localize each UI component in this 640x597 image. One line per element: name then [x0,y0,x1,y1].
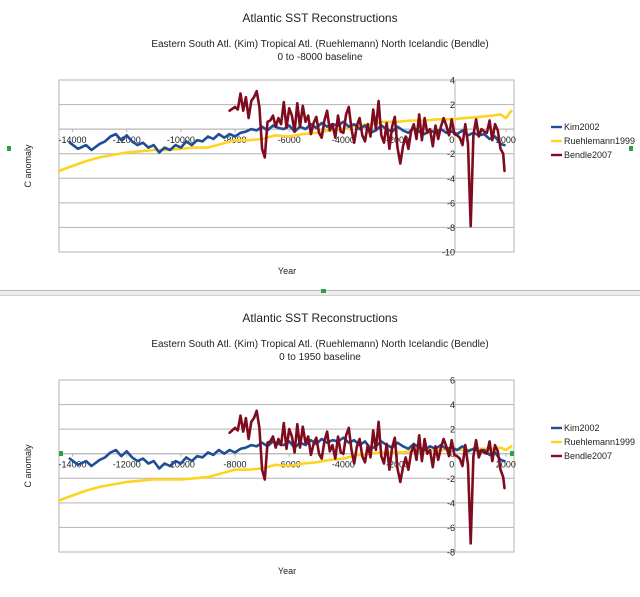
y-tick-label: 4 [450,76,455,86]
x-tick-label: -12000 [113,135,141,145]
y-tick-label: -6 [447,198,455,208]
panel-divider[interactable] [0,290,640,296]
x-tick-label: -12000 [113,460,141,470]
y-tick-label: -4 [447,498,455,508]
x-tick-label: -8000 [224,460,247,470]
x-tick-label: -4000 [332,460,355,470]
chart-subtitle: Eastern South Atl. (Kim) Tropical Atl. (… [151,39,488,50]
y-tick-label: -8 [447,223,455,233]
x-axis-title: Year [278,266,296,276]
y-axis-title: C anomaly [23,444,33,488]
y-tick-label: 0 [450,449,455,459]
chart-baseline-note: 0 to -8000 baseline [277,52,363,63]
series-line-bendle2007 [228,409,506,545]
chart-baseline-note: 0 to 1950 baseline [279,352,361,363]
legend-label: Ruehlemann1999 [564,136,635,146]
resize-handle-left-2[interactable] [59,451,63,456]
y-tick-label: -8 [447,548,455,558]
x-tick-label: -14000 [59,460,87,470]
plot-area [58,79,515,253]
resize-handle-bottom[interactable] [321,289,326,293]
x-tick-label: 0 [449,135,454,145]
legend-label: Kim2002 [564,122,600,132]
resize-handle-right-2[interactable] [510,451,514,456]
legend-label: Kim2002 [564,423,600,433]
chart-svg: Atlantic SST Reconstructions Eastern Sout… [23,311,635,576]
legend-label: Bendle2007 [564,451,612,461]
chart-panel-top[interactable]: Atlantic SST Reconstructions Eastern Sout… [0,0,640,290]
legend-label: Bendle2007 [564,150,612,160]
chart-panel-bottom[interactable]: Atlantic SST Reconstructions Eastern Sout… [0,300,640,592]
x-tick-label: -4000 [332,135,355,145]
chart-title: Atlantic SST Reconstructions [242,311,397,325]
x-tick-label: 2000 [496,135,516,145]
y-tick-label: 2 [450,100,455,110]
x-tick-label: 2000 [496,460,516,470]
y-tick-label: -10 [442,248,455,258]
y-tick-label: -2 [447,149,455,159]
series-line-bendle2007 [228,89,506,228]
y-tick-label: 4 [450,400,455,410]
legend-label: Ruehlemann1999 [564,437,635,447]
y-tick-label: -2 [447,474,455,484]
x-axis-title: Year [278,566,296,576]
resize-handle-right[interactable] [629,146,633,151]
x-tick-label: -6000 [278,135,301,145]
chart-subtitle: Eastern South Atl. (Kim) Tropical Atl. (… [151,339,488,350]
y-tick-label: 2 [450,425,455,435]
x-tick-label: 0 [449,460,454,470]
y-axis-title: C anomaly [23,144,33,188]
x-tick-label: -14000 [59,135,87,145]
y-tick-label: -6 [447,523,455,533]
x-tick-label: -10000 [167,135,195,145]
chart-svg: Atlantic SST Reconstructions Eastern Sout… [23,11,635,276]
y-tick-label: 6 [450,376,455,386]
y-tick-label: -4 [447,174,455,184]
resize-handle-left[interactable] [7,146,11,151]
chart-title: Atlantic SST Reconstructions [242,11,397,25]
series-line-ruehlemann1999 [57,109,513,173]
